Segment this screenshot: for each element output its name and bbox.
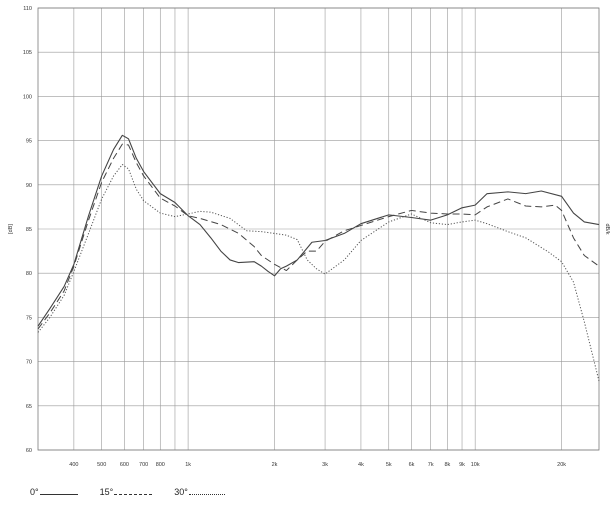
x-tick-label-2k: 2k bbox=[272, 462, 278, 468]
y-tick-label-70: 70 bbox=[26, 360, 32, 366]
y-tick-label-60: 60 bbox=[26, 448, 32, 454]
x-tick-label-600: 600 bbox=[120, 462, 129, 468]
legend-label-15deg: 15° bbox=[99, 487, 114, 497]
right-axis-label: dB/k bbox=[604, 223, 610, 234]
y-axis-ticks: 60 65 70 75 80 85 90 95 100 105 110 bbox=[23, 6, 32, 454]
x-tick-label-20k: 20k bbox=[557, 462, 566, 468]
y-tick-label-75: 75 bbox=[26, 315, 32, 321]
y-tick-label-85: 85 bbox=[26, 227, 32, 233]
x-tick-label-5k: 5k bbox=[386, 462, 392, 468]
series-line-solid bbox=[37, 134, 600, 327]
x-tick-label-700: 700 bbox=[139, 462, 148, 468]
legend-item-0deg: 0° bbox=[30, 487, 78, 497]
x-tick-label-500: 500 bbox=[97, 462, 106, 468]
legend: 0° 15° 30° bbox=[30, 487, 247, 497]
x-tick-label-8k: 8k bbox=[444, 462, 450, 468]
series-line-dashed bbox=[37, 143, 600, 330]
y-tick-label-65: 65 bbox=[26, 404, 32, 410]
y-tick-label-100: 100 bbox=[23, 94, 32, 100]
plot-frame bbox=[37, 7, 600, 451]
y-tick-label-105: 105 bbox=[23, 50, 32, 56]
x-tick-label-10k: 10k bbox=[471, 462, 480, 468]
y-tick-label-95: 95 bbox=[26, 139, 32, 145]
legend-item-15deg: 15° bbox=[100, 487, 153, 497]
grid bbox=[38, 7, 599, 451]
legend-label-0deg: 0° bbox=[30, 487, 39, 497]
x-tick-label-9k: 9k bbox=[459, 462, 465, 468]
legend-swatch-solid bbox=[39, 494, 78, 495]
plot-border bbox=[37, 7, 600, 451]
x-tick-label-7k: 7k bbox=[428, 462, 434, 468]
series-group bbox=[37, 134, 600, 382]
y-tick-label-90: 90 bbox=[26, 183, 32, 189]
x-tick-label-4k: 4k bbox=[358, 462, 364, 468]
x-tick-label-1k: 1k bbox=[185, 462, 191, 468]
y-tick-label-110: 110 bbox=[23, 6, 32, 12]
x-tick-label-400: 400 bbox=[69, 462, 78, 468]
legend-label-30deg: 30° bbox=[174, 487, 188, 497]
series-line-dotted bbox=[37, 163, 600, 382]
y-tick-label-80: 80 bbox=[26, 271, 32, 277]
x-tick-label-3k: 3k bbox=[322, 462, 328, 468]
legend-swatch-dashed bbox=[114, 494, 153, 495]
legend-item-30deg: 30° bbox=[174, 487, 225, 497]
legend-swatch-dotted bbox=[188, 494, 225, 495]
x-tick-label-6k: 6k bbox=[409, 462, 415, 468]
x-axis-ticks: 400 500 600 700 800 1k 2k 3k 4k 5k 6k 7k 8k 9k 10k 20k bbox=[69, 462, 566, 468]
y-axis-label: [dB] bbox=[8, 224, 14, 234]
x-tick-label-800: 800 bbox=[156, 462, 165, 468]
